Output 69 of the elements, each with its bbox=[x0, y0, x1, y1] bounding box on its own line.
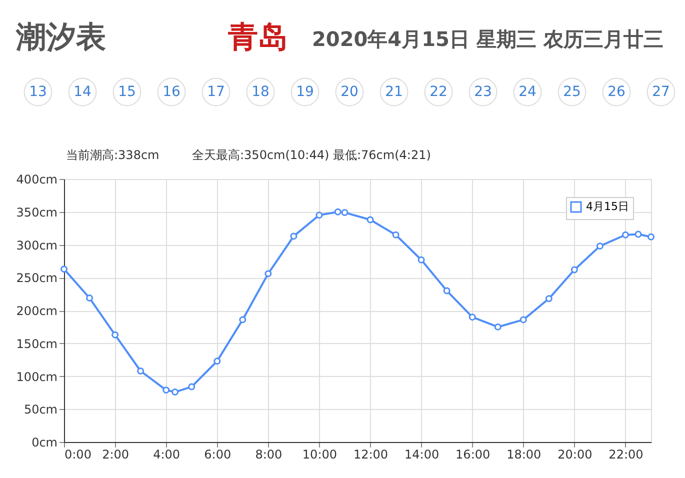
x-tick-label: 6:00 bbox=[204, 448, 232, 462]
point bbox=[443, 287, 450, 294]
point bbox=[545, 295, 552, 302]
x-tick-label: 10:00 bbox=[302, 448, 338, 462]
point bbox=[634, 230, 642, 238]
point bbox=[112, 331, 119, 338]
text: 14 bbox=[74, 84, 92, 100]
text: 25 bbox=[563, 84, 581, 100]
y-tick-label: 250cm bbox=[16, 271, 58, 286]
point bbox=[137, 368, 144, 374]
y-tick-label: 0cm bbox=[32, 436, 58, 450]
x-tick-label: 4:00 bbox=[153, 448, 180, 462]
text: 24 bbox=[518, 84, 536, 100]
y-tick-label: 100cm bbox=[16, 370, 58, 384]
text: 20 bbox=[340, 84, 358, 100]
chart-subtitle: 青岛 bbox=[227, 20, 288, 55]
chart-title: 潮汐表 bbox=[15, 20, 106, 55]
y-tick-label: 400cm bbox=[16, 172, 58, 186]
text: 15 bbox=[118, 84, 136, 100]
text: 26 bbox=[608, 84, 626, 100]
point bbox=[648, 233, 654, 240]
x-tick-label: 0:00 bbox=[64, 448, 92, 462]
x-tick-label: 16:00 bbox=[456, 448, 490, 462]
text: 18 bbox=[252, 84, 270, 100]
point bbox=[239, 316, 246, 324]
legend-label: 4月15日 bbox=[586, 200, 629, 213]
point bbox=[162, 386, 170, 394]
point bbox=[520, 316, 527, 324]
y-tick-label: 300cm bbox=[16, 238, 58, 252]
point bbox=[570, 266, 578, 274]
text: 27 bbox=[652, 84, 670, 100]
x-tick-label: 18:00 bbox=[506, 448, 542, 462]
text: 19 bbox=[296, 84, 314, 100]
y-tick-label: 150cm bbox=[16, 336, 58, 351]
point bbox=[334, 208, 342, 216]
point bbox=[290, 232, 298, 240]
x-tick-label: 22:00 bbox=[608, 448, 644, 462]
text: 13 bbox=[29, 84, 47, 100]
text: 2020年4月15日 星期三 农历三月廿三 bbox=[312, 27, 664, 51]
point bbox=[366, 216, 374, 224]
y-tick-label: 200cm bbox=[16, 304, 58, 318]
text: 21 bbox=[385, 84, 403, 100]
x-tick-label: 20:00 bbox=[558, 448, 592, 462]
point bbox=[468, 314, 476, 321]
point bbox=[86, 294, 94, 302]
point bbox=[622, 231, 629, 238]
y-tick-label: 350cm bbox=[16, 205, 58, 220]
text: 23 bbox=[474, 84, 492, 100]
point bbox=[418, 256, 425, 264]
x-tick-label: 14:00 bbox=[404, 448, 440, 462]
x-tick-label: 8:00 bbox=[255, 448, 282, 462]
point bbox=[596, 242, 604, 250]
point bbox=[316, 212, 323, 219]
point bbox=[188, 383, 196, 390]
point bbox=[341, 209, 348, 216]
text: 22 bbox=[430, 84, 448, 100]
x-tick-label: 12:00 bbox=[353, 448, 388, 462]
text: 16 bbox=[162, 84, 180, 100]
point bbox=[264, 270, 272, 278]
point bbox=[392, 231, 400, 238]
point bbox=[60, 266, 68, 273]
text: 当前潮高:338cm bbox=[66, 148, 160, 162]
point bbox=[214, 358, 221, 365]
point bbox=[494, 323, 502, 330]
text: 17 bbox=[207, 84, 225, 100]
y-tick-label: 50cm bbox=[24, 402, 58, 417]
x-tick-label: 2:00 bbox=[102, 448, 130, 462]
text: 全天最高:350cm(10:44) 最低:76cm(4:21) bbox=[192, 148, 431, 162]
point bbox=[172, 388, 179, 396]
